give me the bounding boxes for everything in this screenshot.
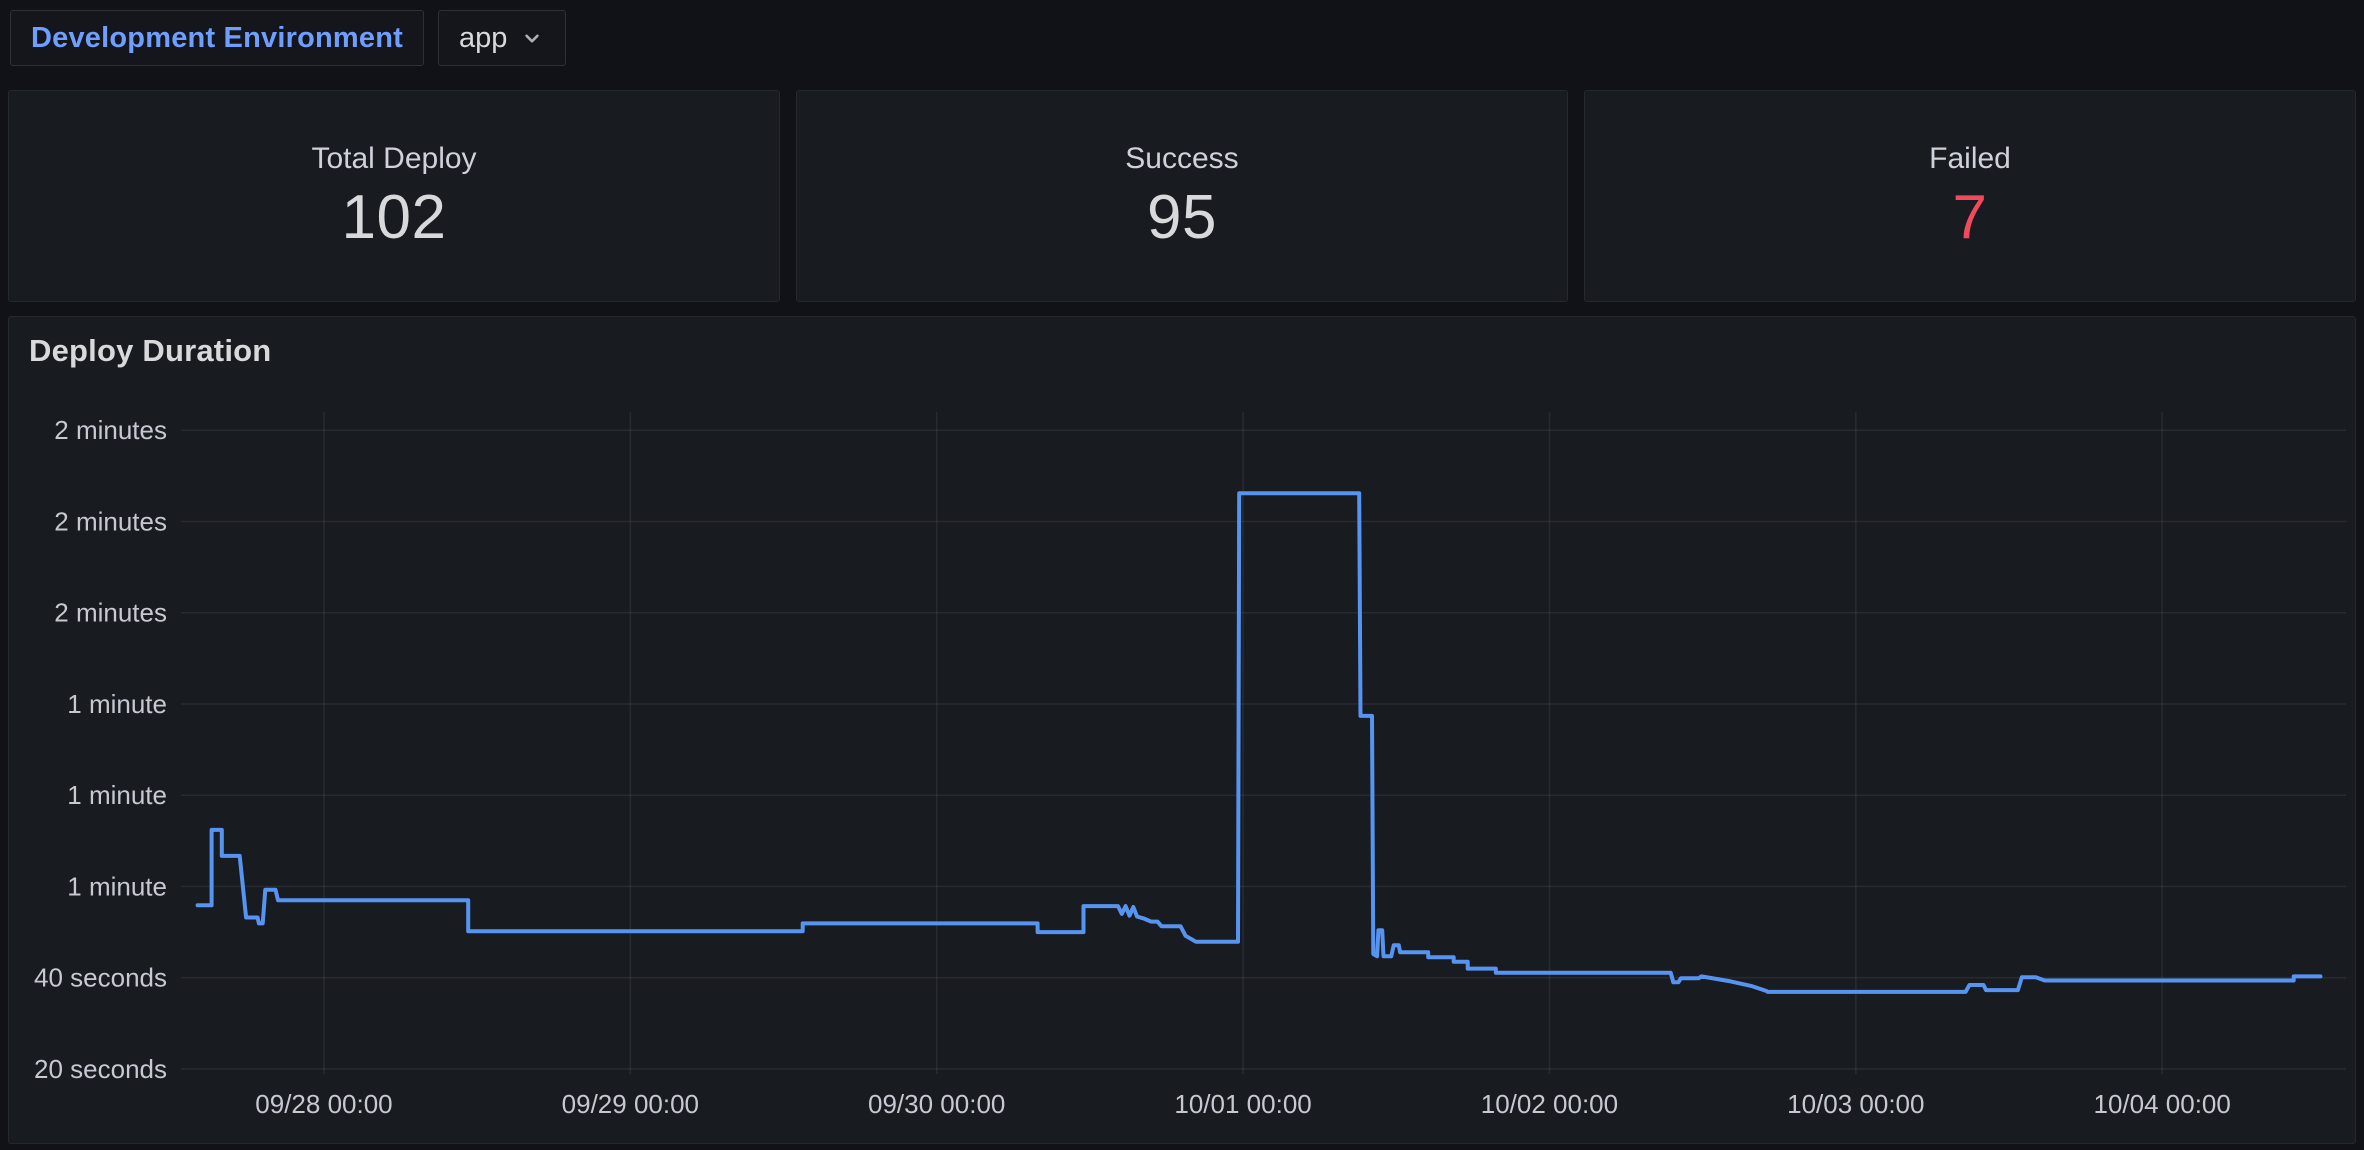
- stat-value: 7: [1952, 182, 1988, 252]
- x-axis-tick-label: 10/03 00:00: [1787, 1089, 1924, 1119]
- x-axis-tick-label: 10/02 00:00: [1481, 1089, 1618, 1119]
- stat-panel-failed: Failed 7: [1584, 90, 2356, 302]
- x-axis-tick-label: 09/30 00:00: [868, 1089, 1005, 1119]
- x-axis-tick-label: 09/29 00:00: [562, 1089, 699, 1119]
- stat-label: Failed: [1929, 141, 2011, 175]
- stat-value: 95: [1147, 182, 1217, 252]
- y-axis-tick-label: 1 minute: [67, 780, 167, 810]
- variable-dropdown[interactable]: app: [438, 10, 567, 66]
- y-axis-tick-label: 20 seconds: [34, 1054, 167, 1084]
- stat-label: Success: [1125, 141, 1239, 175]
- y-axis-tick-label: 2 minutes: [54, 598, 167, 628]
- y-axis-tick-label: 1 minute: [67, 871, 167, 901]
- stats-row: Total Deploy 102 Success 95 Failed 7: [8, 90, 2356, 302]
- dashboard-link-button[interactable]: Development Environment: [10, 10, 424, 66]
- panel-title: Deploy Duration: [29, 333, 272, 368]
- chevron-down-icon: [525, 34, 540, 43]
- x-axis-tick-label: 10/04 00:00: [2093, 1089, 2230, 1119]
- y-axis-tick-label: 2 minutes: [54, 415, 167, 445]
- x-axis-tick-label: 09/28 00:00: [255, 1089, 392, 1119]
- topbar: Development Environment app: [10, 10, 567, 66]
- x-axis-tick-label: 10/01 00:00: [1174, 1089, 1311, 1119]
- stat-value: 102: [341, 182, 447, 252]
- variable-dropdown-value: app: [459, 21, 508, 54]
- deploy-duration-panel: Deploy Duration 2 minutes 2 minutes 2 minu…: [8, 316, 2356, 1144]
- y-axis-tick-label: 2 minutes: [54, 506, 167, 536]
- deploy-duration-chart[interactable]: 2 minutes 2 minutes 2 minutes 1 minute 1 min…: [9, 317, 2355, 1143]
- stat-panel-total-deploy: Total Deploy 102: [8, 90, 780, 302]
- y-axis-tick-label: 1 minute: [67, 689, 167, 719]
- y-axis-tick-label: 40 seconds: [34, 963, 167, 993]
- deploy-duration-line: [195, 491, 2323, 994]
- stat-label: Total Deploy: [311, 141, 477, 175]
- dashboard-link-label: Development Environment: [31, 21, 403, 54]
- stat-panel-success: Success 95: [796, 90, 1568, 302]
